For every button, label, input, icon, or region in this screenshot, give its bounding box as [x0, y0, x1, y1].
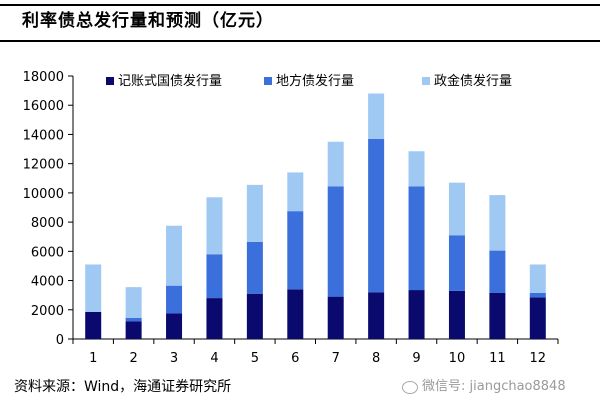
x-tick-label: 3 — [170, 351, 178, 366]
bar-segment — [448, 290, 465, 339]
stacked-bar-chart: 0 2000 4000 6000 8000 10000 12000 14000 16000 180… — [23, 70, 559, 366]
bar-segment — [166, 313, 183, 339]
x-tick-label: 5 — [251, 351, 259, 366]
y-tick-label: 6000 — [31, 245, 64, 260]
bar-segment — [85, 264, 102, 312]
wechat-icon — [402, 380, 418, 394]
bar-segment — [287, 289, 304, 339]
x-tick-label: 8 — [372, 351, 380, 366]
y-tick-label: 12000 — [23, 158, 64, 173]
legend-swatch — [422, 77, 430, 85]
bar-segment — [327, 296, 344, 339]
bar-segment — [246, 241, 263, 294]
bar-segment — [408, 290, 425, 339]
bar-segment — [125, 317, 142, 322]
legend-label: 地方债发行量 — [276, 73, 354, 89]
watermark-text: 微信号: jiangchao8848 — [422, 379, 566, 394]
bar-segment — [448, 235, 465, 291]
x-tick-label: 10 — [449, 351, 466, 366]
y-tick-label: 18000 — [23, 70, 64, 85]
bar-segment — [206, 254, 223, 299]
bar-segment — [448, 182, 465, 236]
watermark: 微信号: jiangchao8848 — [402, 378, 566, 396]
x-tick-label: 7 — [332, 351, 340, 366]
legend-label: 政金债发行量 — [434, 73, 512, 89]
legend-swatch — [264, 77, 272, 85]
bar-segment — [408, 186, 425, 291]
bar-segment — [368, 292, 385, 339]
bar-segment — [166, 285, 183, 314]
legend-swatch — [106, 77, 114, 85]
y-tick-label: 0 — [56, 333, 64, 348]
y-tick-label: 16000 — [23, 99, 64, 114]
y-tick-label: 2000 — [31, 304, 64, 319]
x-tick-label: 11 — [489, 351, 506, 366]
y-tick-label: 8000 — [31, 216, 64, 231]
bar-segment — [206, 197, 223, 255]
bar-segment — [408, 151, 425, 187]
bar-segment — [206, 298, 223, 339]
bar-segment — [529, 292, 546, 298]
bar-segment — [368, 93, 385, 139]
bar-segment — [85, 311, 102, 339]
y-tick-label: 4000 — [31, 275, 64, 290]
bar-segment — [327, 186, 344, 297]
bar-segment — [529, 264, 546, 293]
source-note: 资料来源：Wind，海通证券研究所 — [14, 379, 232, 395]
title-bottom-rule — [0, 40, 600, 42]
x-tick-label: 1 — [89, 351, 97, 366]
x-tick-label: 12 — [530, 351, 547, 366]
bar-segment — [327, 141, 344, 187]
bar-segment — [489, 292, 506, 339]
chart-title: 利率债总发行量和预测（亿元） — [22, 11, 274, 31]
bar-segment — [246, 293, 263, 339]
bar-segment — [287, 211, 304, 290]
bar-segment — [529, 297, 546, 339]
bar-segment — [368, 138, 385, 293]
legend-label: 记账式国债发行量 — [118, 73, 222, 89]
x-tick-label: 4 — [210, 351, 218, 366]
bar-segment — [287, 172, 304, 212]
title-top-rule — [0, 4, 600, 6]
x-tick-label: 2 — [129, 351, 137, 366]
y-tick-label: 10000 — [23, 187, 64, 202]
bar-segment — [166, 225, 183, 286]
bar-segment — [489, 250, 506, 293]
bar-segment — [125, 321, 142, 339]
x-tick-label: 9 — [412, 351, 420, 366]
x-tick-label: 6 — [291, 351, 299, 366]
bar-segment — [246, 184, 263, 242]
bar-segment — [489, 195, 506, 251]
y-tick-label: 14000 — [23, 128, 64, 143]
bar-segment — [125, 287, 142, 318]
